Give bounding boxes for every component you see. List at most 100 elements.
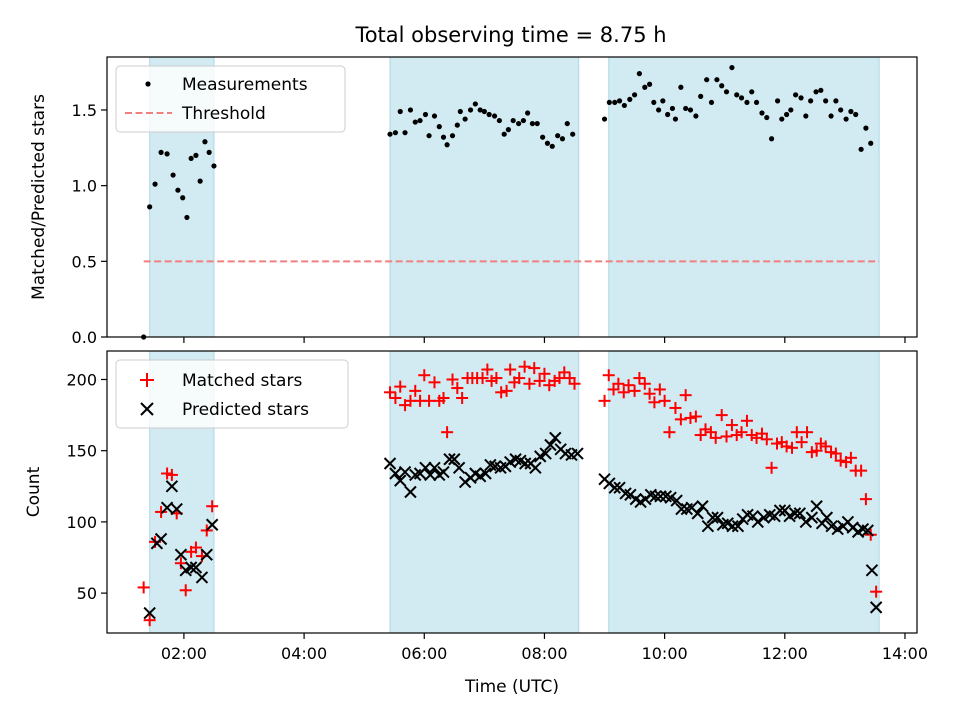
measurement-point [486, 111, 492, 118]
measurement-point [651, 99, 657, 106]
measurement-point [175, 187, 181, 193]
predicted-stars-series [143, 431, 883, 620]
predicted-star-point [452, 461, 466, 474]
matched-star-point [451, 382, 464, 395]
matched-star-point [715, 409, 728, 422]
measurement-point [449, 133, 456, 139]
measurement-point [407, 107, 414, 113]
bottom-panel: 50 100 150 200 02:00 04:00 06:00 08:00 10:00 12:… [24, 350, 928, 697]
measurement-point [472, 101, 478, 107]
measurement-point [665, 111, 671, 118]
matched-star-point [628, 384, 641, 397]
predicted-star-point [726, 519, 739, 533]
measurement-point [516, 120, 522, 127]
bottom-y-tick-label: 50 [77, 584, 97, 603]
matched-star-point [143, 614, 156, 627]
measurement-point [534, 120, 540, 127]
measurement-point [838, 107, 844, 113]
measurement-point [719, 83, 725, 89]
predicted-star-point [170, 502, 183, 516]
matched-star-point [855, 464, 868, 477]
predicted-star-point [437, 465, 450, 479]
legend-predicted-label: Predicted stars [182, 400, 309, 420]
matched-star-point [155, 505, 168, 518]
measurement-point [211, 163, 217, 169]
matched-star-point [602, 369, 615, 382]
bottom-x-tick-label: 06:00 [401, 644, 447, 663]
predicted-star-point [195, 571, 209, 584]
top-legend: Measurements Threshold [115, 65, 346, 133]
matched-star-point [384, 386, 397, 399]
legend-matched-marker [140, 373, 154, 387]
measurement-point [510, 117, 516, 124]
measurement-point [555, 133, 561, 139]
predicted-star-point [544, 438, 557, 452]
measurement-point [436, 124, 442, 130]
measurement-point [570, 131, 576, 137]
legend-predicted-marker [140, 402, 154, 416]
measurement-point [768, 136, 775, 142]
measurement-point [559, 136, 566, 142]
matched-star-point [638, 377, 651, 390]
matched-star-point [669, 401, 682, 414]
predicted-star-point [675, 502, 688, 516]
bottom-x-axis: 02:00 04:00 06:00 08:00 10:00 12:00 14:00 [161, 633, 928, 663]
matched-star-point [446, 373, 459, 386]
matched-star-point [622, 379, 635, 392]
measurement-point [793, 92, 799, 98]
matched-star-point [418, 369, 431, 382]
top-y-tick-label: 1.0 [72, 177, 97, 196]
measurement-point [184, 214, 190, 221]
legend-measurements-marker [145, 81, 151, 87]
measurement-point [467, 107, 474, 113]
measurement-point [843, 116, 849, 122]
measurement-point [683, 105, 689, 112]
predicted-star-point [424, 468, 437, 482]
matched-star-point [834, 454, 847, 467]
bottom-x-tick-label: 04:00 [281, 644, 327, 663]
predicted-star-point [757, 511, 770, 524]
measurement-point [501, 131, 507, 137]
matched-star-point [810, 444, 823, 457]
matched-star-point [441, 426, 454, 439]
matched-star-point [617, 386, 630, 399]
measurement-point [858, 146, 864, 152]
matched-star-point [513, 372, 526, 385]
predicted-star-point [706, 511, 719, 524]
predicted-star-point [793, 507, 807, 520]
matched-star-point [568, 377, 581, 390]
bottom-plot-frame [106, 350, 918, 634]
bottom-y-tick-label: 200 [66, 370, 97, 389]
measurement-point [397, 108, 403, 115]
bottom-legend-box [115, 359, 349, 429]
matched-star-point [538, 367, 551, 380]
measurement-point [417, 117, 423, 124]
measurement-point [188, 155, 194, 162]
measurement-point [481, 108, 487, 115]
measurement-point [764, 114, 770, 121]
predicted-star-point [773, 504, 787, 517]
measurement-point [525, 110, 531, 116]
measurement-point [180, 195, 186, 201]
predicted-star-point [608, 481, 621, 494]
measurement-point [749, 89, 755, 95]
matched-star-point [699, 423, 712, 436]
top-plot-frame [106, 56, 918, 338]
measurement-point [422, 111, 429, 118]
measurement-point [549, 143, 555, 149]
matched-star-point [795, 436, 808, 449]
measurement-point [729, 64, 735, 71]
matched-star-point [137, 581, 150, 594]
measurement-point [529, 120, 536, 127]
predicted-star-point [788, 507, 802, 520]
measurement-point [454, 122, 460, 128]
measurement-point [202, 139, 208, 145]
matched-star-point [735, 426, 748, 439]
chart-title: Total observing time = 8.75 h [354, 23, 666, 47]
predicted-star-point [389, 467, 402, 480]
measurement-point [863, 125, 869, 131]
matched-star-point [819, 440, 832, 453]
bottom-x-tick-label: 02:00 [161, 644, 207, 663]
matched-star-point [423, 394, 436, 407]
matched-star-point [709, 431, 722, 444]
